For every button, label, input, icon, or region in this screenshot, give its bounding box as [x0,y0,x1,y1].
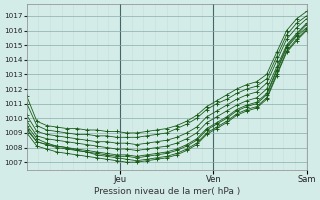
X-axis label: Pression niveau de la mer( hPa ): Pression niveau de la mer( hPa ) [93,187,240,196]
